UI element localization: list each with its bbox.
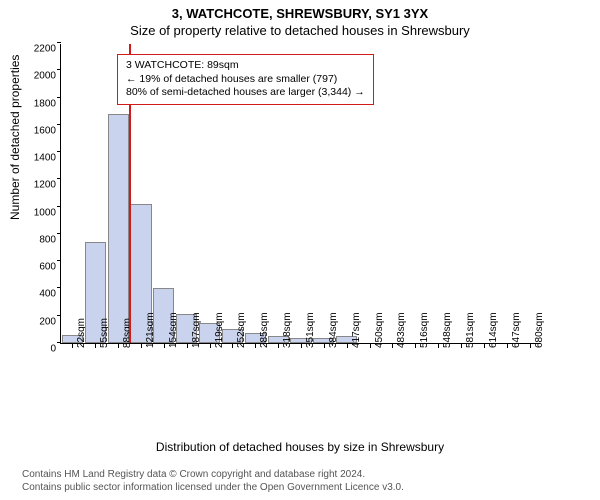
- x-tick-mark: [324, 344, 325, 348]
- x-tick-mark: [530, 344, 531, 348]
- x-tick-label: 516sqm: [419, 312, 430, 348]
- y-axis-label: Number of detached properties: [8, 55, 22, 220]
- y-tick-mark: [57, 178, 61, 179]
- annotation-box: 3 WATCHCOTE: 89sqm← 19% of detached hous…: [117, 54, 374, 105]
- y-tick-label: 1400: [34, 153, 56, 164]
- x-tick-mark: [438, 344, 439, 348]
- chart-super-title: 3, WATCHCOTE, SHREWSBURY, SY1 3YX: [0, 0, 600, 21]
- x-tick-mark: [347, 344, 348, 348]
- y-tick-label: 800: [39, 234, 56, 245]
- annotation-line: 3 WATCHCOTE: 89sqm: [126, 59, 365, 73]
- y-tick-mark: [57, 97, 61, 98]
- x-tick-mark: [72, 344, 73, 348]
- histogram-bar: [108, 114, 129, 343]
- y-tick-label: 0: [50, 344, 56, 355]
- x-tick-mark: [484, 344, 485, 348]
- y-tick-mark: [57, 315, 61, 316]
- x-tick-mark: [95, 344, 96, 348]
- x-axis-label: Distribution of detached houses by size …: [0, 440, 600, 454]
- x-tick-mark: [118, 344, 119, 348]
- y-tick-label: 1200: [34, 180, 56, 191]
- y-tick-mark: [57, 342, 61, 343]
- y-tick-mark: [57, 124, 61, 125]
- x-tick-mark: [301, 344, 302, 348]
- x-tick-label: 483sqm: [396, 312, 407, 348]
- y-tick-label: 1800: [34, 98, 56, 109]
- plot-area: 0200400600800100012001400160018002000220…: [60, 44, 540, 344]
- x-tick-label: 680sqm: [534, 312, 545, 348]
- chart-title: Size of property relative to detached ho…: [0, 21, 600, 38]
- y-tick-mark: [57, 233, 61, 234]
- y-tick-label: 1000: [34, 207, 56, 218]
- plot-container: 0200400600800100012001400160018002000220…: [60, 44, 580, 404]
- x-tick-label: 450sqm: [374, 312, 385, 348]
- y-tick-label: 600: [39, 262, 56, 273]
- x-tick-label: 581sqm: [465, 312, 476, 348]
- x-tick-label: 417sqm: [351, 312, 362, 348]
- x-tick-mark: [164, 344, 165, 348]
- y-tick-label: 2000: [34, 71, 56, 82]
- y-tick-mark: [57, 42, 61, 43]
- x-tick-label: 548sqm: [442, 312, 453, 348]
- y-tick-mark: [57, 206, 61, 207]
- x-tick-mark: [255, 344, 256, 348]
- x-tick-label: 647sqm: [511, 312, 522, 348]
- footer-line-2: Contains public sector information licen…: [22, 481, 404, 494]
- footer-line-1: Contains HM Land Registry data © Crown c…: [22, 468, 404, 481]
- y-tick-label: 2200: [34, 44, 56, 55]
- x-tick-mark: [507, 344, 508, 348]
- annotation-line: ← 19% of detached houses are smaller (79…: [126, 73, 365, 87]
- y-tick-mark: [57, 260, 61, 261]
- x-tick-mark: [461, 344, 462, 348]
- footer-attribution: Contains HM Land Registry data © Crown c…: [22, 468, 404, 494]
- x-tick-mark: [210, 344, 211, 348]
- x-tick-mark: [415, 344, 416, 348]
- x-tick-mark: [232, 344, 233, 348]
- y-tick-label: 1600: [34, 125, 56, 136]
- x-tick-mark: [278, 344, 279, 348]
- x-tick-mark: [187, 344, 188, 348]
- x-tick-mark: [392, 344, 393, 348]
- x-tick-mark: [370, 344, 371, 348]
- annotation-line: 80% of semi-detached houses are larger (…: [126, 86, 365, 100]
- y-tick-label: 400: [39, 289, 56, 300]
- y-tick-mark: [57, 287, 61, 288]
- x-tick-label: 614sqm: [488, 312, 499, 348]
- y-tick-mark: [57, 151, 61, 152]
- x-tick-mark: [141, 344, 142, 348]
- y-tick-mark: [57, 69, 61, 70]
- y-tick-label: 200: [39, 316, 56, 327]
